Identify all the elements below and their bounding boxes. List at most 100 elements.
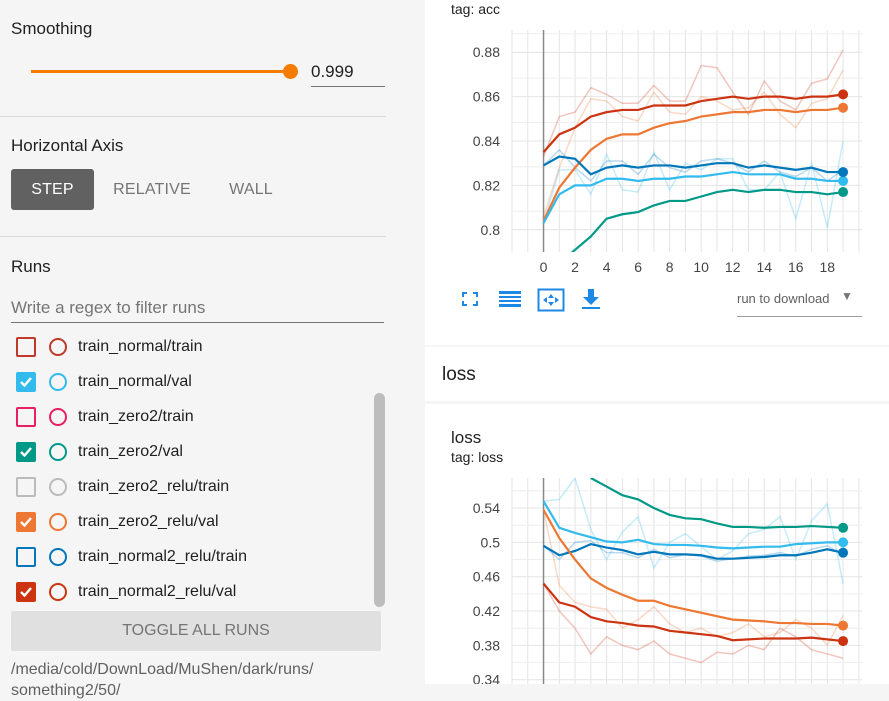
series-end-point[interactable] bbox=[838, 175, 849, 186]
x-tick-label: 18 bbox=[820, 259, 836, 275]
run-label: train_normal/val bbox=[78, 373, 192, 390]
axis-wall-button[interactable]: WALL bbox=[229, 181, 273, 198]
series-line[interactable] bbox=[542, 155, 844, 176]
toggle-all-runs-button[interactable]: TOGGLE ALL RUNS bbox=[11, 611, 381, 651]
x-tick-label: 10 bbox=[693, 259, 709, 275]
loss-group-header[interactable]: loss bbox=[425, 347, 889, 401]
series-line[interactable] bbox=[542, 509, 844, 627]
run-download-radio[interactable] bbox=[49, 548, 67, 566]
smoothing-slider-thumb[interactable] bbox=[283, 64, 298, 79]
logdir-path-line1: /media/cold/DownLoad/MuShen/dark/runs/ bbox=[11, 661, 314, 678]
run-item[interactable]: train_zero2_relu/val bbox=[16, 510, 376, 534]
run-download-select[interactable]: run to download ▼ bbox=[737, 288, 862, 317]
run-item[interactable]: train_normal2_relu/val bbox=[16, 580, 376, 604]
sidebar: Smoothing Horizontal Axis STEP RELATIVE … bbox=[0, 0, 405, 699]
run-download-radio[interactable] bbox=[49, 478, 67, 496]
loss-chart[interactable]: 0.34 0.38 0.42 0.46 0.5 0.54 bbox=[425, 470, 889, 684]
run-label: train_zero2/val bbox=[78, 443, 183, 460]
run-checkbox[interactable] bbox=[16, 547, 36, 567]
y-tick-label: 0.54 bbox=[473, 500, 500, 516]
series-end-point[interactable] bbox=[838, 102, 849, 113]
run-checkbox[interactable] bbox=[16, 372, 36, 392]
x-tick-label: 16 bbox=[788, 259, 804, 275]
download-icon[interactable] bbox=[579, 288, 603, 310]
run-download-radio[interactable] bbox=[49, 443, 67, 461]
run-item[interactable]: train_zero2_relu/train bbox=[16, 475, 376, 499]
y-tick-label: 0.82 bbox=[473, 177, 500, 193]
run-label: train_normal2_relu/val bbox=[78, 583, 237, 600]
x-tick-label: 6 bbox=[634, 259, 642, 275]
horizontal-axis-title: Horizontal Axis bbox=[11, 136, 124, 155]
series-end-point[interactable] bbox=[838, 187, 849, 198]
fullscreen-icon[interactable] bbox=[458, 288, 482, 310]
loss-tag: tag: loss bbox=[451, 449, 504, 465]
series-line[interactable] bbox=[542, 500, 844, 550]
x-tick-label: 0 bbox=[540, 259, 548, 275]
runs-scrollbar[interactable] bbox=[374, 393, 385, 607]
y-tick-label: 0.86 bbox=[473, 89, 500, 105]
smoothing-title: Smoothing bbox=[11, 19, 93, 38]
run-item[interactable]: train_zero2/train bbox=[16, 405, 376, 429]
series-line[interactable] bbox=[559, 188, 844, 263]
series-line[interactable] bbox=[542, 582, 844, 643]
series-end-point[interactable] bbox=[838, 636, 849, 647]
run-download-radio[interactable] bbox=[49, 408, 67, 426]
run-download-radio[interactable] bbox=[49, 338, 67, 356]
smoothing-slider-track[interactable] bbox=[31, 70, 291, 73]
run-label: train_normal/train bbox=[78, 338, 203, 355]
y-tick-label: 0.84 bbox=[473, 133, 500, 149]
run-checkbox[interactable] bbox=[16, 407, 36, 427]
loss-group-title: loss bbox=[442, 364, 476, 385]
y-tick-label: 0.34 bbox=[473, 672, 500, 684]
acc-chart[interactable]: 0.8 0.82 0.84 0.86 0.88 0 2 4 6 8 10 12 14 16 18 bbox=[425, 18, 889, 280]
run-checkbox[interactable] bbox=[16, 582, 36, 602]
series-end-point[interactable] bbox=[838, 537, 849, 548]
run-download-radio[interactable] bbox=[49, 583, 67, 601]
series-line[interactable] bbox=[542, 170, 844, 224]
runs-title: Runs bbox=[11, 257, 51, 276]
logdir-path: /media/cold/DownLoad/MuShen/dark/runs/ s… bbox=[11, 659, 313, 701]
series-raw-line bbox=[542, 69, 844, 217]
acc-tag: tag: acc bbox=[451, 1, 501, 17]
divider bbox=[0, 116, 386, 117]
series-raw-line bbox=[542, 49, 844, 157]
y-tick-label: 0.5 bbox=[481, 534, 501, 550]
series-raw-line bbox=[542, 509, 844, 647]
series-line[interactable] bbox=[590, 478, 844, 529]
loss-title: loss bbox=[451, 428, 482, 447]
run-item[interactable]: train_normal/val bbox=[16, 370, 376, 394]
x-tick-label: 4 bbox=[603, 259, 611, 275]
run-checkbox[interactable] bbox=[16, 512, 36, 532]
series-end-point[interactable] bbox=[838, 167, 849, 178]
run-download-radio[interactable] bbox=[49, 513, 67, 531]
grid bbox=[511, 478, 862, 684]
run-checkbox[interactable] bbox=[16, 477, 36, 497]
series-line[interactable] bbox=[542, 542, 844, 560]
y-tick-label: 0.88 bbox=[473, 44, 500, 60]
x-tick-label: 2 bbox=[571, 259, 579, 275]
series-raw-line bbox=[543, 478, 844, 584]
run-download-radio[interactable] bbox=[49, 373, 67, 391]
series-line[interactable] bbox=[542, 93, 844, 153]
series-line[interactable] bbox=[542, 106, 844, 222]
series-end-point[interactable] bbox=[838, 620, 849, 631]
run-checkbox[interactable] bbox=[16, 442, 36, 462]
series-end-point[interactable] bbox=[838, 522, 849, 533]
smoothing-value-input[interactable] bbox=[311, 58, 385, 87]
axis-relative-button[interactable]: RELATIVE bbox=[113, 181, 191, 198]
logdir-path-line2: something2/50/ bbox=[11, 682, 121, 699]
series-end-point[interactable] bbox=[838, 89, 849, 100]
axis-step-button[interactable]: STEP bbox=[11, 169, 94, 210]
runs-filter-input[interactable] bbox=[11, 294, 384, 323]
run-download-label: run to download bbox=[737, 291, 830, 306]
run-label: train_zero2/train bbox=[78, 408, 194, 425]
run-item[interactable]: train_normal2_relu/train bbox=[16, 545, 376, 569]
run-item[interactable]: train_zero2/val bbox=[16, 440, 376, 464]
divider bbox=[0, 236, 386, 237]
run-item[interactable]: train_normal/train bbox=[16, 335, 376, 359]
series-end-point[interactable] bbox=[838, 547, 849, 558]
x-tick-label: 12 bbox=[725, 259, 741, 275]
list-icon[interactable] bbox=[498, 288, 522, 310]
run-checkbox[interactable] bbox=[16, 337, 36, 357]
fit-domain-icon[interactable] bbox=[537, 288, 565, 312]
